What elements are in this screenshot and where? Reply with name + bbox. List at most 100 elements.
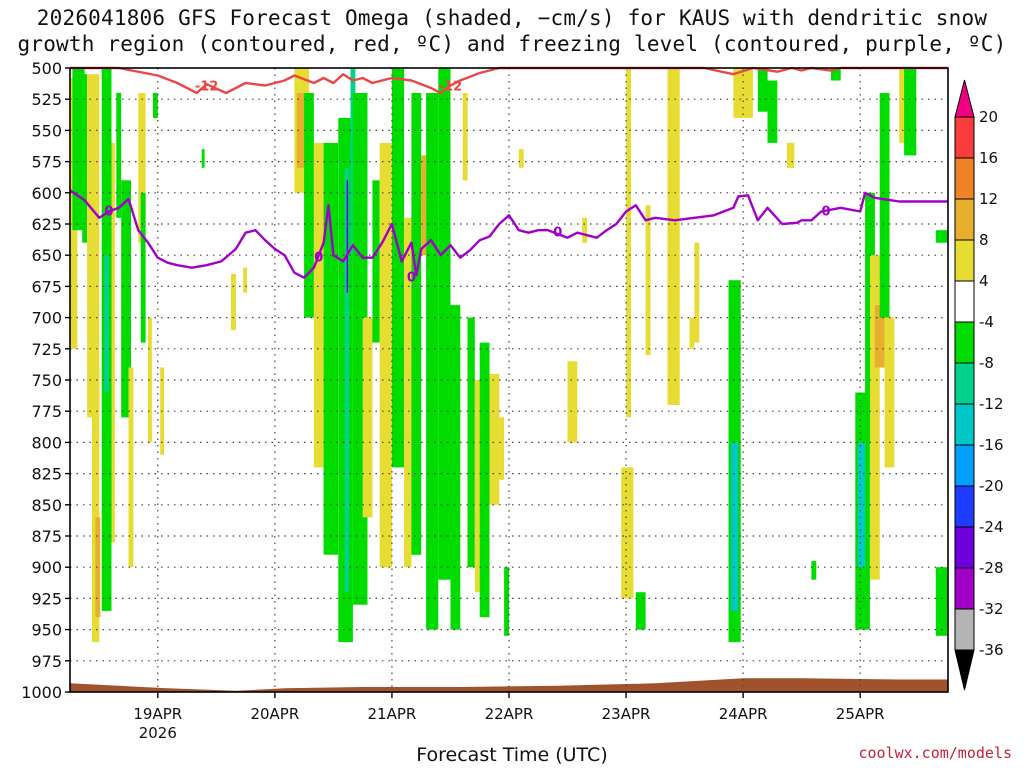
colorbar-swatch [954, 526, 975, 569]
omega-cell [152, 93, 158, 118]
y-tick-label: 675 [31, 277, 62, 296]
omega-cell [499, 417, 505, 480]
omega-cell [116, 93, 122, 218]
omega-cell [474, 380, 480, 593]
colorbar-swatch [954, 280, 975, 323]
dgz-minus12-contour-label: -12 [195, 79, 219, 94]
y-tick-label: 550 [31, 121, 62, 140]
y-tick-label: 700 [31, 309, 62, 328]
y-tick-label: 725 [31, 340, 62, 359]
colorbar-label: -8 [979, 354, 994, 372]
y-tick-label: 775 [31, 402, 62, 421]
colorbar-swatch [954, 362, 975, 405]
colorbar-label: -12 [979, 395, 1004, 413]
omega-cell [201, 149, 205, 168]
colorbar-swatch [954, 157, 975, 200]
grid-lines [70, 68, 948, 692]
ground-layer [70, 678, 948, 692]
omega-cell [346, 180, 349, 293]
omega-cell [730, 442, 739, 611]
chart-title-line1: 2026041806 GFS Forecast Omega (shaded, −… [36, 6, 988, 30]
omega-cell [121, 180, 131, 418]
omega-cell [830, 68, 841, 81]
omega-cell [518, 149, 524, 168]
colorbar-label: -24 [979, 518, 1004, 536]
colorbar-lower-arrow [954, 649, 975, 691]
x-tick-sublabel: 2026 [139, 724, 177, 742]
omega-cell [379, 142, 392, 568]
omega-cell [128, 367, 134, 568]
colorbar-label: -16 [979, 436, 1004, 454]
omega-cell [111, 142, 115, 543]
omega-cell [148, 317, 152, 443]
y-tick-label: 900 [31, 558, 62, 577]
colorbar-swatch [954, 321, 975, 364]
credit-link[interactable]: coolwx.com/models [858, 744, 1012, 762]
y-tick-label: 875 [31, 527, 62, 546]
omega-cell [935, 567, 948, 636]
omega-cell [426, 93, 439, 630]
freezing-level-contour-label: 0 [104, 204, 113, 219]
omega-cell [879, 93, 890, 318]
y-tick-label: 600 [31, 184, 62, 203]
colorbar-label: 12 [979, 190, 998, 208]
axes: 500 525 550 575 600 625 650 675 700 725 750 775 800 8… [21, 59, 949, 742]
omega-cell [82, 74, 88, 243]
colorbar-swatch [954, 403, 975, 446]
omega-cell [92, 367, 100, 643]
freezing-level-contour [69, 189, 948, 279]
y-tick-label: 950 [31, 621, 62, 640]
colorbar-label: -36 [979, 641, 1004, 659]
y-tick-label: 800 [31, 433, 62, 452]
omega-cell [884, 317, 895, 468]
omega-cell [787, 142, 795, 168]
omega-cell [467, 317, 475, 568]
y-tick-label: 850 [31, 496, 62, 515]
colorbar-swatch [954, 198, 975, 241]
dgz-minus12-contour-label: -12 [439, 79, 463, 94]
omega-cell [857, 442, 866, 568]
colorbar-swatch [954, 567, 975, 610]
omega-cell [450, 305, 461, 630]
omega-cell [582, 217, 588, 243]
y-tick-label: 925 [31, 589, 62, 608]
omega-cell [411, 93, 422, 555]
chart-title-line2: growth region (contoured, red, ºC) and f… [17, 32, 1007, 56]
omega-cell [231, 273, 236, 331]
omega-cell [421, 155, 427, 256]
omega-cell [935, 230, 948, 243]
y-tick-label: 825 [31, 465, 62, 484]
omega-cell [567, 361, 578, 443]
omega-cell [504, 567, 509, 636]
y-tick-label: 975 [31, 652, 62, 671]
colorbar-label: 8 [979, 231, 989, 249]
omega-cell [344, 167, 349, 593]
omega-cell [733, 68, 753, 118]
freezing-level-contour-label: 0 [407, 270, 416, 285]
omega-cell [757, 68, 768, 112]
omega-cell [626, 68, 631, 418]
omega-cell [95, 517, 101, 618]
colorbar-upper-arrow [954, 79, 975, 118]
colorbar-label: 16 [979, 149, 998, 167]
colorbar-swatch [954, 116, 975, 159]
x-tick-label: 20APR [250, 705, 299, 723]
omega-cell [621, 467, 634, 599]
colorbar-label: -4 [979, 313, 994, 331]
x-tick-label: 25APR [836, 705, 885, 723]
omega-cell [296, 93, 305, 168]
colorbar-label: -32 [979, 600, 1004, 618]
y-tick-label: 625 [31, 215, 62, 234]
omega-cell [689, 317, 695, 349]
omega-cell [438, 68, 451, 580]
y-tick-label: 575 [31, 153, 62, 172]
omega-cell [404, 217, 412, 568]
colorbar-swatch [954, 485, 975, 528]
y-tick-label: 525 [31, 90, 62, 109]
omega-cell [479, 342, 490, 618]
omega-cell [87, 74, 100, 418]
x-tick-label: 21APR [368, 705, 417, 723]
y-tick-label: 500 [31, 59, 62, 78]
omega-cell [904, 68, 917, 156]
